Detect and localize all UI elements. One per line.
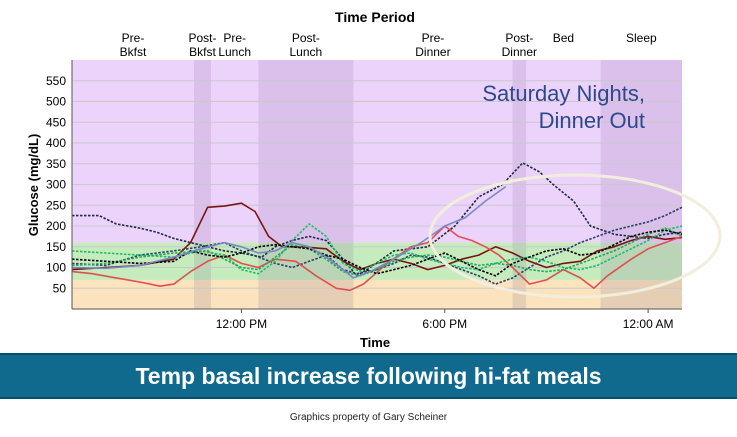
banner-text: Temp basal increase following hi-fat mea… bbox=[135, 362, 602, 389]
y-tick-label-0: 50 bbox=[53, 281, 67, 295]
highlight-ellipse bbox=[428, 173, 722, 299]
x-tick-label-0: 12:00 PM bbox=[216, 317, 267, 331]
series-lines bbox=[71, 162, 683, 292]
series-line-4 bbox=[71, 225, 683, 292]
x-axis-title: Time bbox=[360, 335, 390, 350]
y-tick-label-3: 200 bbox=[46, 219, 66, 233]
glucose-chart: 50 100 150 200 250 300 350 400 450 500 550 12:00 PM… bbox=[26, 9, 722, 350]
period-label-5: Post-Dinner bbox=[502, 31, 537, 59]
series-line-8 bbox=[71, 185, 507, 279]
series-line-2 bbox=[71, 206, 683, 285]
series-line-5 bbox=[71, 223, 683, 275]
period-label-1: Post-Bkfst bbox=[188, 31, 216, 59]
series-line-7 bbox=[71, 229, 683, 277]
chart-title: Time Period bbox=[335, 9, 415, 25]
period-label-7: Sleep bbox=[626, 31, 657, 45]
y-tick-label-2: 150 bbox=[46, 240, 66, 254]
x-tick-label-2: 12:00 AM bbox=[623, 317, 674, 331]
summary-banner: Temp basal increase following hi-fat mea… bbox=[0, 353, 737, 399]
x-tick-label-1: 6:00 PM bbox=[422, 317, 467, 331]
axes bbox=[71, 60, 682, 313]
y-tick-label-6: 350 bbox=[46, 157, 66, 171]
period-label-0: Pre-Bkfst bbox=[120, 31, 147, 59]
annotation-line-1: Saturday Nights, bbox=[482, 81, 645, 106]
y-tick-label-10: 550 bbox=[46, 74, 66, 88]
y-tick-label-7: 400 bbox=[46, 136, 66, 150]
period-label-6: Bed bbox=[553, 31, 574, 45]
credit-text: Graphics property of Gary Scheiner bbox=[289, 412, 448, 423]
y-tick-label-4: 250 bbox=[46, 198, 66, 212]
axis-labels: 50 100 150 200 250 300 350 400 450 500 550 12:00 PM… bbox=[46, 74, 673, 331]
series-line-3 bbox=[71, 202, 683, 271]
y-tick-label-8: 450 bbox=[46, 115, 66, 129]
period-label-3: Post-Lunch bbox=[289, 31, 322, 59]
y-tick-label-5: 300 bbox=[46, 178, 66, 192]
y-tick-label-1: 100 bbox=[46, 261, 66, 275]
series-line-6 bbox=[71, 227, 683, 277]
period-label-4: Pre-Dinner bbox=[415, 31, 450, 59]
grid-lines bbox=[72, 80, 682, 289]
annotation-line-2: Dinner Out bbox=[539, 108, 645, 133]
y-tick-label-9: 500 bbox=[46, 95, 66, 109]
y-axis-title: Glucose (mg/dL) bbox=[26, 134, 41, 237]
period-label-2: Pre-Lunch bbox=[218, 31, 251, 59]
low-zone bbox=[72, 279, 682, 309]
